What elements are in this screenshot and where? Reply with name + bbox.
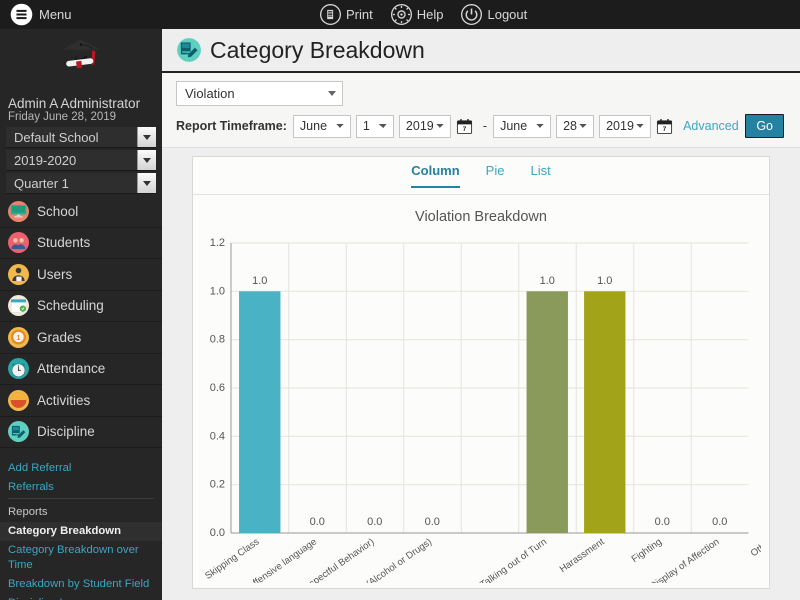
svg-text:1.0: 1.0 bbox=[210, 285, 225, 297]
svg-text:0.2: 0.2 bbox=[210, 479, 225, 491]
svg-text:1: 1 bbox=[17, 335, 21, 342]
svg-text:0.0: 0.0 bbox=[655, 516, 670, 528]
svg-text:Harassment: Harassment bbox=[558, 536, 607, 575]
svg-text:Skipping Class: Skipping Class bbox=[203, 536, 261, 582]
svg-text:0.4: 0.4 bbox=[210, 430, 225, 442]
svg-text:Fighting: Fighting bbox=[630, 536, 664, 565]
svg-text:0.0: 0.0 bbox=[425, 516, 440, 528]
svg-text:Talking out of Turn: Talking out of Turn bbox=[478, 536, 549, 583]
svg-text:0.0: 0.0 bbox=[367, 516, 382, 528]
svg-text:0.0: 0.0 bbox=[310, 516, 325, 528]
svg-text:1.2: 1.2 bbox=[210, 237, 225, 249]
svg-text:1.0: 1.0 bbox=[597, 275, 612, 287]
svg-text:0.8: 0.8 bbox=[210, 334, 225, 346]
svg-text:Other: Other bbox=[749, 536, 761, 559]
svg-text:1.0: 1.0 bbox=[540, 275, 555, 287]
svg-text:0.6: 0.6 bbox=[210, 382, 225, 394]
svg-text:7: 7 bbox=[463, 125, 467, 132]
svg-text:7: 7 bbox=[663, 125, 667, 132]
svg-text:0.0: 0.0 bbox=[210, 527, 225, 539]
svg-text:0.0: 0.0 bbox=[712, 516, 727, 528]
svg-text:1.0: 1.0 bbox=[252, 275, 267, 287]
